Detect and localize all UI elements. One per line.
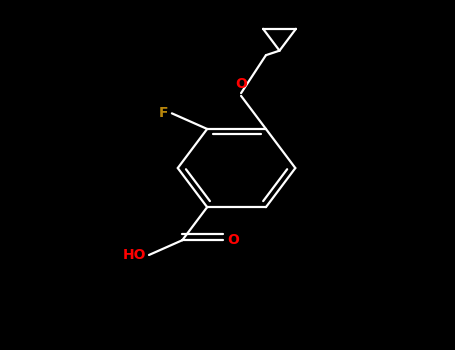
Text: F: F — [159, 106, 168, 120]
Text: HO: HO — [123, 248, 147, 262]
Text: O: O — [228, 233, 239, 247]
Text: O: O — [235, 77, 247, 91]
